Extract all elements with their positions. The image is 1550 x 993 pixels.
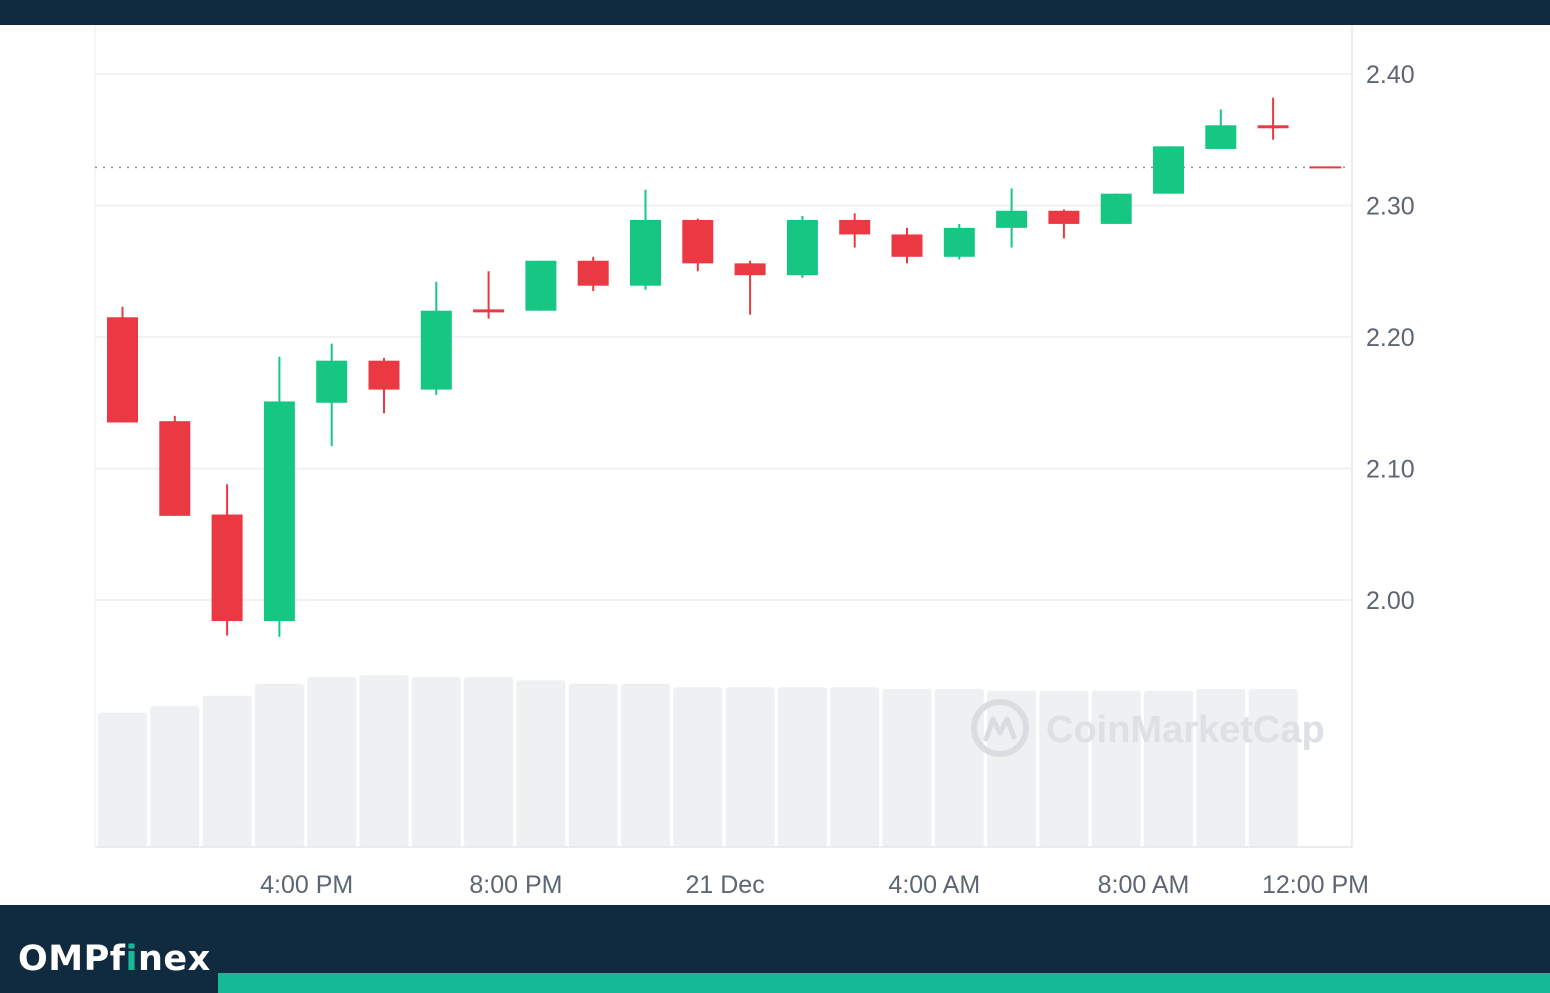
candle-body <box>891 234 923 257</box>
candle-up <box>1205 109 1237 149</box>
candle-down <box>1257 97 1289 140</box>
candle-body <box>1205 125 1237 149</box>
volume-bar <box>98 712 147 847</box>
footer-accent-stripe <box>218 973 1550 993</box>
price-chart: CoinMarketCap 2.00 2.10 2.20 2.30 2.40 4:00 P… <box>0 25 1550 905</box>
candle-body <box>682 219 714 264</box>
y-tick-label: 2.00 <box>1366 587 1415 615</box>
volume-bar <box>464 677 514 847</box>
x-tick-label: 12:00 PM <box>1262 871 1369 899</box>
candle-body <box>996 210 1028 228</box>
x-tick-label: 21 Dec <box>685 871 764 899</box>
candle-body <box>473 309 505 313</box>
candle-down <box>839 213 871 248</box>
coinmarketcap-watermark: CoinMarketCap <box>971 699 1325 757</box>
x-tick-label: 4:00 PM <box>260 871 353 899</box>
volume-bar <box>987 690 1037 847</box>
candle-up <box>525 260 557 311</box>
candle-down <box>734 260 766 315</box>
candle-body <box>211 514 243 622</box>
volume-bar <box>777 687 827 847</box>
candle-down <box>577 256 609 291</box>
volume-bar <box>673 687 723 847</box>
candle-body <box>1100 193 1132 224</box>
volume-bars <box>98 675 1298 847</box>
volume-bar <box>882 688 932 847</box>
watermark-text: CoinMarketCap <box>1046 709 1325 751</box>
candle-down <box>682 218 714 272</box>
x-tick-label: 8:00 AM <box>1098 871 1190 899</box>
brand-accent-letter: i <box>125 939 138 979</box>
candle-body <box>159 421 191 516</box>
candle-up <box>786 216 818 278</box>
brand-prefix: OMPf <box>18 939 126 979</box>
candle-down <box>211 484 243 636</box>
volume-bar <box>1144 690 1193 847</box>
volume-bar <box>1039 690 1089 847</box>
candle-up <box>263 356 295 637</box>
candle-body <box>943 227 975 257</box>
candle-down <box>1048 209 1080 239</box>
candle-body <box>839 219 871 235</box>
volume-bar <box>359 675 409 847</box>
ompfinex-logo: OMPfinex <box>18 939 211 979</box>
candle-body <box>1153 146 1184 194</box>
candle-down <box>159 415 191 516</box>
volume-bar <box>516 680 566 847</box>
candlestick-chart-svg: CoinMarketCap 2.00 2.10 2.20 2.30 2.40 4:00 P… <box>94 25 1415 899</box>
footer-bar: OMPfinex <box>0 905 1550 993</box>
volume-bar <box>254 683 304 847</box>
candle-body <box>577 260 609 286</box>
candle-down <box>107 306 138 423</box>
volume-bar <box>150 705 200 847</box>
volume-bar <box>1248 688 1298 847</box>
candle-body <box>316 360 348 403</box>
y-tick-label: 2.10 <box>1366 456 1415 484</box>
candle-up <box>420 281 452 395</box>
volume-bar <box>1091 690 1141 847</box>
candle-up <box>996 188 1028 248</box>
candle-body <box>525 260 557 311</box>
volume-bar <box>1196 688 1246 847</box>
candles <box>107 97 1342 637</box>
candle-body <box>630 219 661 286</box>
axes: 2.00 2.10 2.20 2.30 2.40 4:00 PM 8:00 PM 21 Dec… <box>260 61 1415 899</box>
candle-body <box>734 263 766 276</box>
candle-down <box>891 227 923 264</box>
candle-body <box>1048 210 1080 224</box>
candle-up <box>1100 193 1132 224</box>
candle-up <box>316 343 348 447</box>
volume-bar <box>202 695 252 847</box>
y-tick-label: 2.40 <box>1366 61 1415 89</box>
candle-down <box>473 271 505 319</box>
candle-up <box>1153 146 1184 194</box>
brand-suffix: nex <box>137 939 211 979</box>
x-tick-label: 8:00 PM <box>469 871 562 899</box>
coinmarketcap-logo-icon <box>971 699 1029 757</box>
top-bar <box>0 0 1550 25</box>
candle-body <box>368 360 400 390</box>
volume-bar <box>830 687 880 847</box>
grid-lines <box>94 25 1353 848</box>
candle-up <box>943 223 975 260</box>
volume-bar <box>621 683 670 847</box>
candle-body <box>420 310 452 390</box>
volume-bar <box>568 683 618 847</box>
candle-body <box>1257 125 1289 129</box>
y-tick-label: 2.20 <box>1366 324 1415 352</box>
candle-body <box>107 317 138 423</box>
candle-body <box>263 401 295 622</box>
volume-bar <box>725 687 775 847</box>
candle-down <box>368 358 400 414</box>
candle-up <box>630 189 661 290</box>
candle-body <box>786 219 818 276</box>
x-tick-label: 4:00 AM <box>888 871 980 899</box>
y-tick-label: 2.30 <box>1366 193 1415 221</box>
volume-bar <box>411 677 461 847</box>
volume-bar <box>307 677 357 847</box>
